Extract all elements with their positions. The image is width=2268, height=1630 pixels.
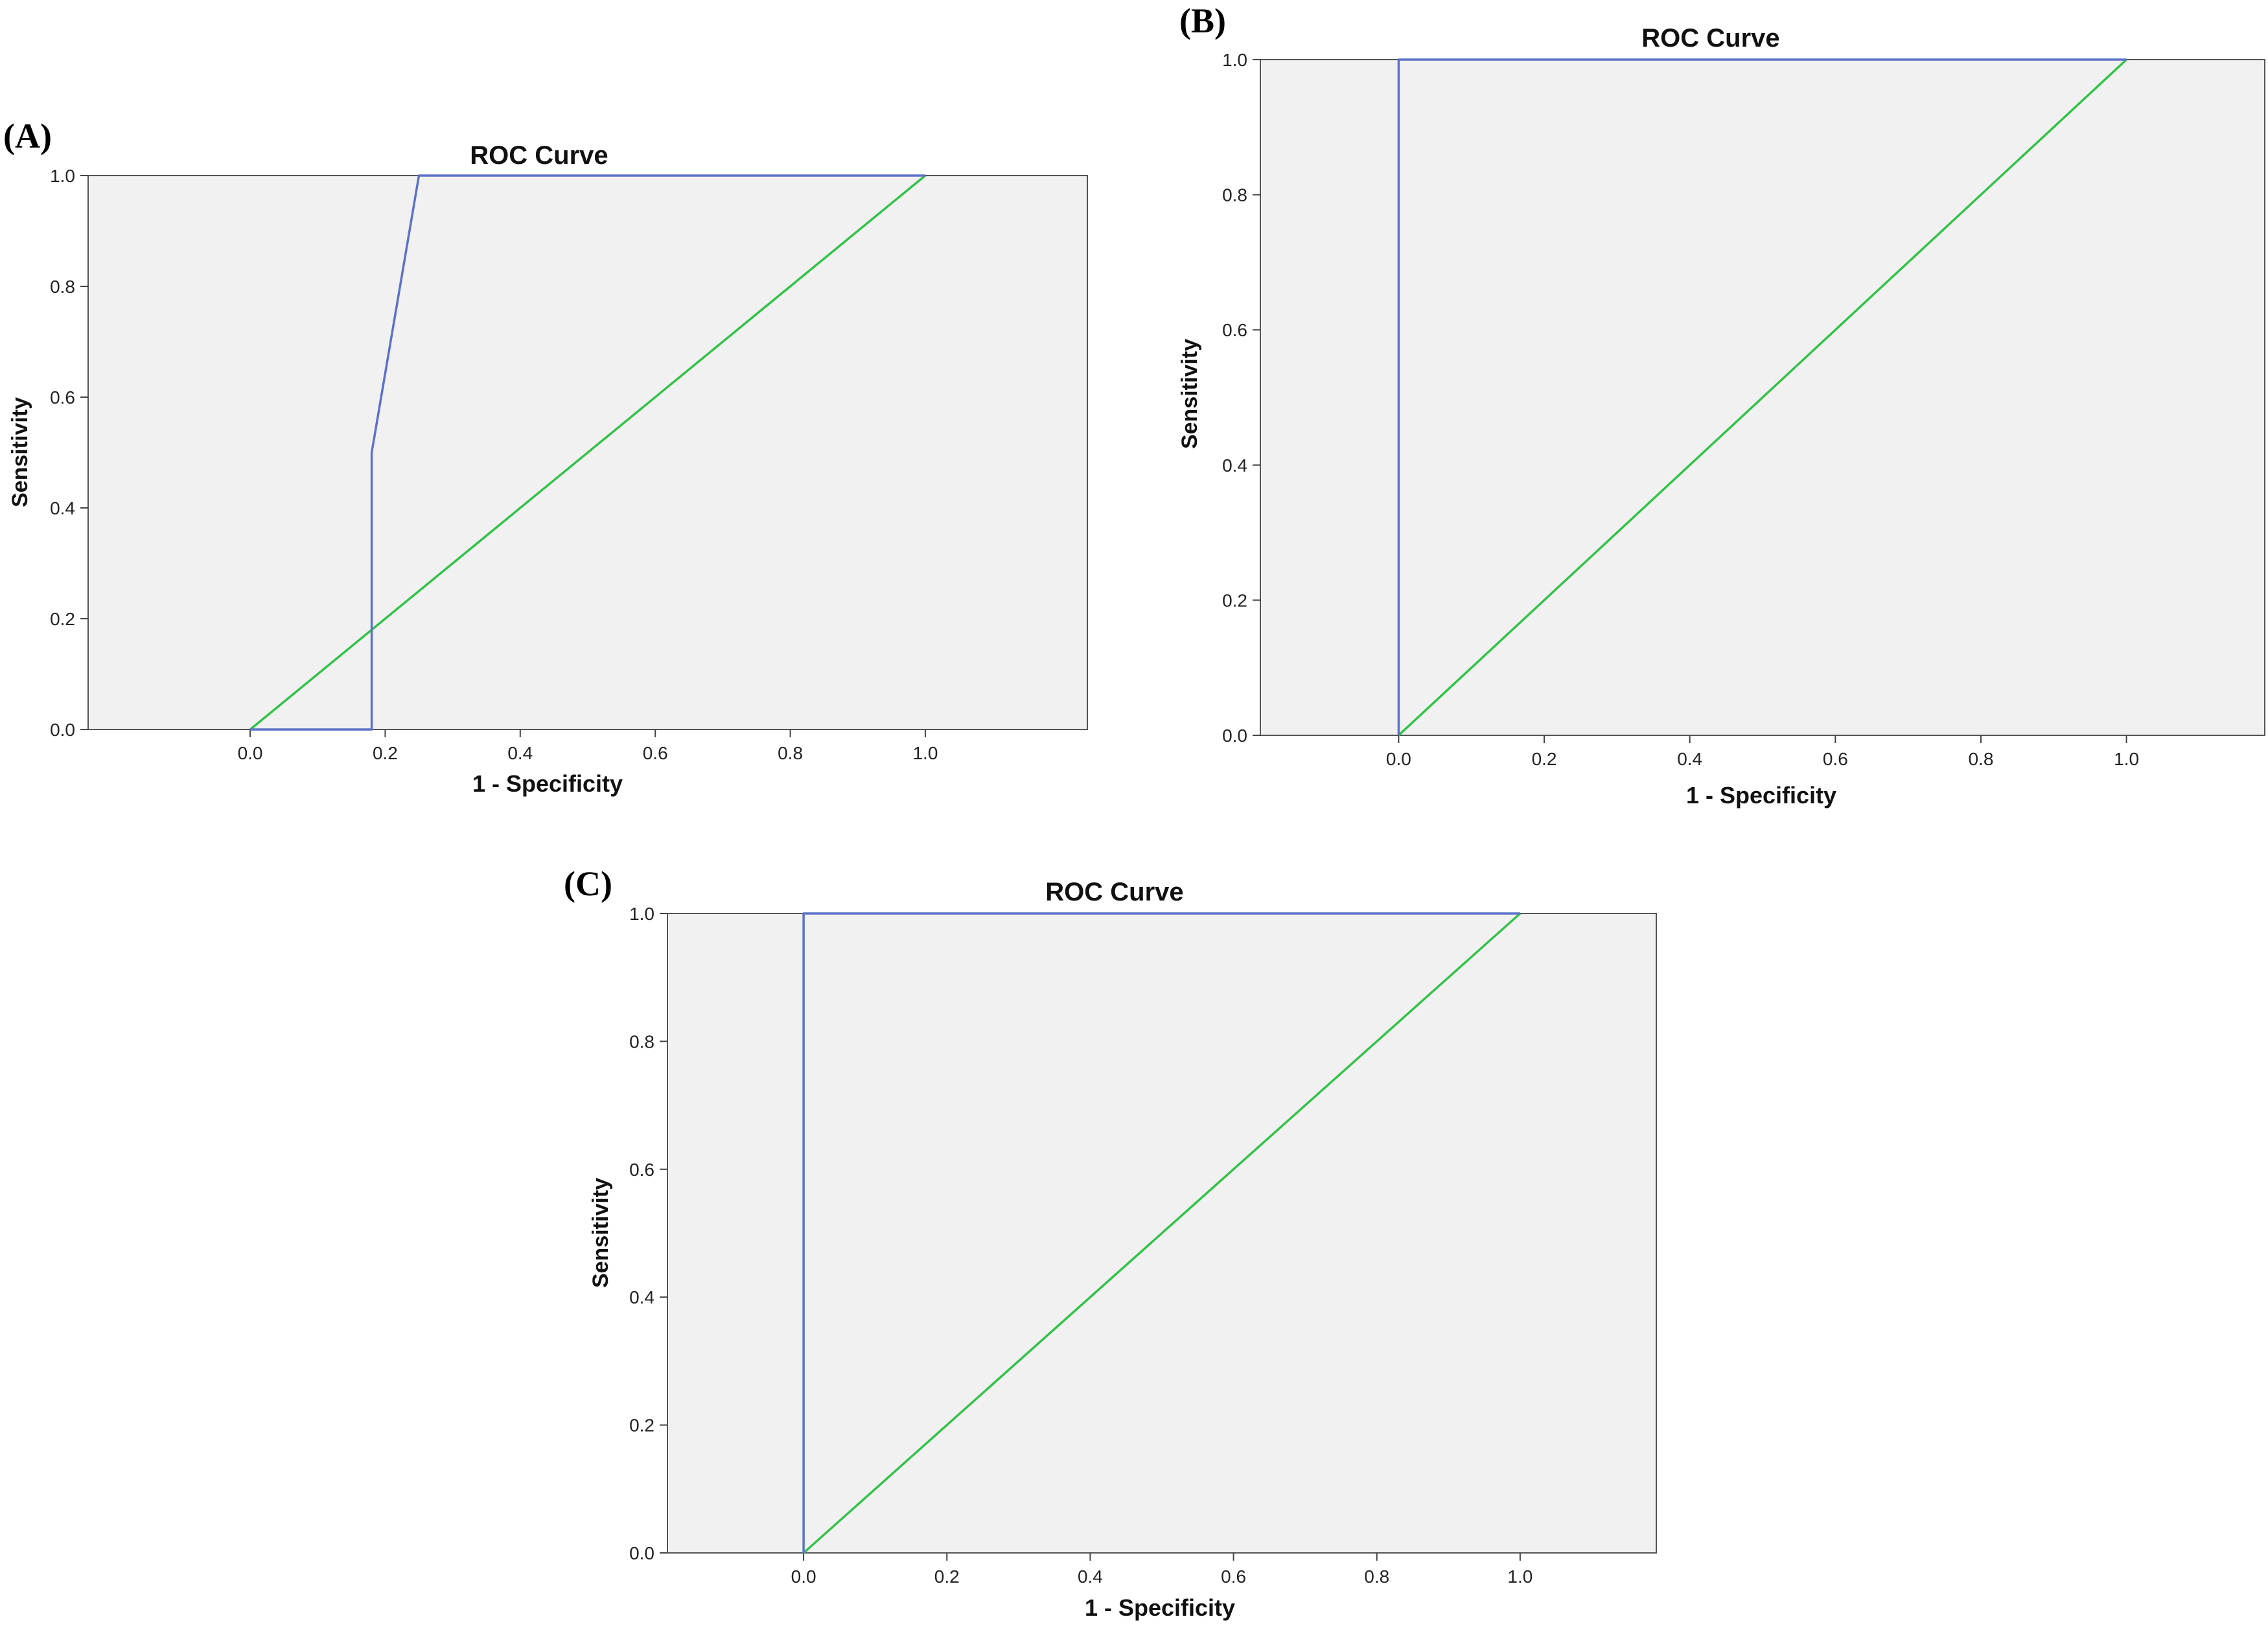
panel-b: (B) ROC Curve 0.00.20.40.60.81.00.0 0.2 0.… xyxy=(1177,1,2265,809)
panel-c-reference-line xyxy=(802,912,1522,1554)
panel-c-x-axis-label: 1 - Specificity xyxy=(1085,1594,1235,1621)
panel-a-plot: 0.0 0.2 0.4 0.6 0.8 1.0 0.0 0.2 0.4 0.6 0.8 1.0 xyxy=(50,166,1088,763)
panel-b-reference-line xyxy=(1398,58,2127,737)
panel-c: (C) ROC Curve 0.00.20.40.60.81.00.0 0.2 0.… xyxy=(564,864,1657,1621)
panel-a-letter: (A) xyxy=(3,117,52,155)
panel-a-y-tick-label: 0.2 xyxy=(50,609,75,629)
panel-c-y-tick-label: 0.2 xyxy=(629,1416,654,1436)
panel-a-reference-line xyxy=(249,174,927,731)
panel-a-x-axis-label: 1 - Specificity xyxy=(472,770,623,797)
panel-b-title: ROC Curve xyxy=(1641,24,1779,52)
panel-b-y-tick-label: 0.4 xyxy=(1222,455,1247,476)
panel-c-y-tick-label: 0.8 xyxy=(629,1031,654,1051)
panel-c-roc-curve xyxy=(802,912,1520,1553)
panel-a-x-tick-label: 0.2 xyxy=(373,743,398,763)
panel-b-y-tick-label: 0.8 xyxy=(1222,185,1247,205)
panel-b-y-tick-label: 1.0 xyxy=(1222,50,1247,70)
panel-b-x-tick-label: 0.4 xyxy=(1677,749,1702,769)
panel-a-x-tick-label: 0.4 xyxy=(507,743,533,763)
panel-c-x-tick-label: 0.8 xyxy=(1364,1567,1389,1587)
panel-a: (A) ROC Curve 0.00.20.40.60.81.00.0 0.2 0.… xyxy=(3,117,1088,797)
panel-b-x-tick-label: 1.0 xyxy=(2114,749,2139,769)
panel-b-x-tick-label: 0.8 xyxy=(1968,749,1993,769)
panel-a-x-tick-label: 0.0 xyxy=(238,743,263,763)
panel-a-x-tick-label: 0.6 xyxy=(643,743,668,763)
panel-c-y-tick-label: 0.6 xyxy=(629,1160,654,1180)
panel-b-roc-curve xyxy=(1397,58,2127,735)
panel-b-x-tick-label: 0.6 xyxy=(1823,749,1848,769)
panel-a-roc-curve xyxy=(250,174,925,731)
panel-c-letter: (C) xyxy=(564,864,612,903)
panel-c-x-tick-label: 0.2 xyxy=(934,1567,960,1587)
panel-c-x-tick-label: 0.0 xyxy=(791,1567,816,1587)
panel-c-y-axis-label: Sensitivity xyxy=(588,1178,613,1288)
panel-a-x-tick-label: 1.0 xyxy=(912,743,938,763)
panel-b-letter: (B) xyxy=(1179,1,1226,40)
panel-b-x-axis-label: 1 - Specificity xyxy=(1686,782,1836,809)
panel-a-y-tick-label: 0.8 xyxy=(50,277,75,297)
panel-c-title: ROC Curve xyxy=(1045,878,1183,906)
panel-b-y-tick-label: 0.6 xyxy=(1222,320,1247,340)
panel-a-y-axis-label: Sensitivity xyxy=(8,397,32,507)
panel-c-x-tick-label: 1.0 xyxy=(1507,1567,1533,1587)
panel-b-y-tick-label: 0.0 xyxy=(1222,726,1247,746)
panel-b-plot: 0.0 0.2 0.4 0.6 0.8 1.0 0.0 0.2 0.4 0.6 0.8 1.0 xyxy=(1222,50,2265,769)
panel-b-x-tick-label: 0.0 xyxy=(1386,749,1411,769)
panel-b-y-axis-label: Sensitivity xyxy=(1177,339,1202,449)
panel-c-x-tick-label: 0.6 xyxy=(1221,1567,1246,1587)
panel-c-y-tick-label: 0.0 xyxy=(629,1543,654,1563)
panel-a-x-tick-label: 0.8 xyxy=(778,743,803,763)
panel-a-y-tick-label: 0.4 xyxy=(50,498,75,518)
panel-a-y-tick-label: 0.0 xyxy=(50,720,75,740)
panel-a-y-tick-label: 1.0 xyxy=(50,166,75,186)
panel-c-y-tick-label: 1.0 xyxy=(629,904,654,924)
panel-c-y-tick-label: 0.4 xyxy=(629,1287,654,1307)
panel-a-title: ROC Curve xyxy=(470,141,608,170)
panel-b-x-tick-label: 0.2 xyxy=(1532,749,1557,769)
panel-b-y-tick-label: 0.2 xyxy=(1222,590,1247,610)
panel-c-plot: 0.0 0.2 0.4 0.6 0.8 1.0 0.0 0.2 0.4 0.6 0.8 1.0 xyxy=(629,904,1657,1587)
panel-c-x-tick-label: 0.4 xyxy=(1078,1567,1103,1587)
panel-a-y-tick-label: 0.6 xyxy=(50,387,75,408)
